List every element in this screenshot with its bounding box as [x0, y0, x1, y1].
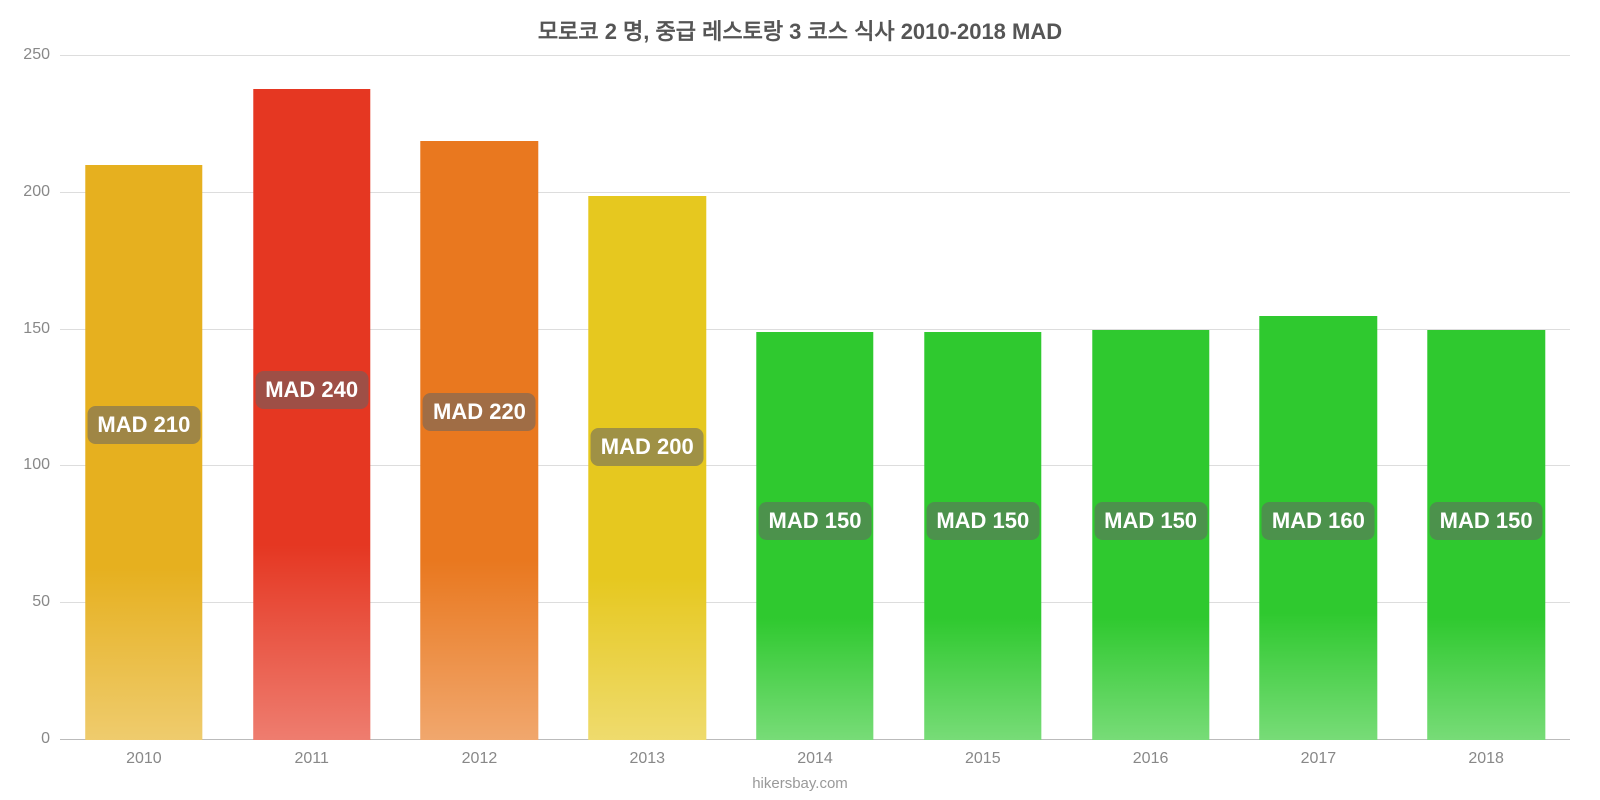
- bar-gradient: [85, 165, 202, 740]
- bar: [421, 141, 538, 740]
- x-tick-label: 2012: [462, 740, 498, 768]
- x-tick-label: 2017: [1301, 740, 1337, 768]
- bar-slot: MAD 2102010: [60, 56, 228, 740]
- x-tick-label: 2016: [1133, 740, 1169, 768]
- x-tick-label: 2013: [629, 740, 665, 768]
- bar-gradient: [421, 141, 538, 740]
- bar: [85, 165, 202, 740]
- value-badge: MAD 150: [1430, 502, 1543, 540]
- value-badge: MAD 150: [926, 502, 1039, 540]
- value-badge: MAD 150: [1094, 502, 1207, 540]
- plot-area: 050100150200250 MAD 2102010MAD 2402011MA…: [60, 56, 1570, 740]
- y-tick-label: 100: [23, 456, 60, 474]
- value-badge: MAD 150: [759, 502, 872, 540]
- y-tick-label: 150: [23, 320, 60, 338]
- bar-slot: MAD 1502016: [1067, 56, 1235, 740]
- bar-slot: MAD 1502015: [899, 56, 1067, 740]
- x-tick-label: 2014: [797, 740, 833, 768]
- value-badge: MAD 160: [1262, 502, 1375, 540]
- bar-slot: MAD 1502014: [731, 56, 899, 740]
- bar-slot: MAD 2202012: [396, 56, 564, 740]
- chart-container: 모로코 2 명, 중급 레스토랑 3 코스 식사 2010-2018 MAD 0…: [0, 0, 1600, 800]
- x-tick-label: 2010: [126, 740, 162, 768]
- bar-slot: MAD 1602017: [1234, 56, 1402, 740]
- y-tick-label: 200: [23, 183, 60, 201]
- bar-slot: MAD 1502018: [1402, 56, 1570, 740]
- y-tick-label: 0: [41, 730, 60, 748]
- x-tick-label: 2015: [965, 740, 1001, 768]
- value-badge: MAD 220: [423, 393, 536, 431]
- attribution: hikersbay.com: [752, 775, 848, 792]
- bar-slot: MAD 2002013: [563, 56, 731, 740]
- bar: [589, 196, 706, 740]
- value-badge: MAD 210: [87, 406, 200, 444]
- bar-gradient: [253, 89, 370, 740]
- y-tick-label: 250: [23, 46, 60, 64]
- y-tick-label: 50: [32, 593, 60, 611]
- bar-slot: MAD 2402011: [228, 56, 396, 740]
- bar: [253, 89, 370, 740]
- value-badge: MAD 240: [255, 371, 368, 409]
- bar-gradient: [589, 196, 706, 740]
- bars-row: MAD 2102010MAD 2402011MAD 2202012MAD 200…: [60, 56, 1570, 740]
- chart-title: 모로코 2 명, 중급 레스토랑 3 코스 식사 2010-2018 MAD: [0, 0, 1600, 46]
- value-badge: MAD 200: [591, 428, 704, 466]
- x-tick-label: 2011: [294, 740, 328, 768]
- x-tick-label: 2018: [1468, 740, 1504, 768]
